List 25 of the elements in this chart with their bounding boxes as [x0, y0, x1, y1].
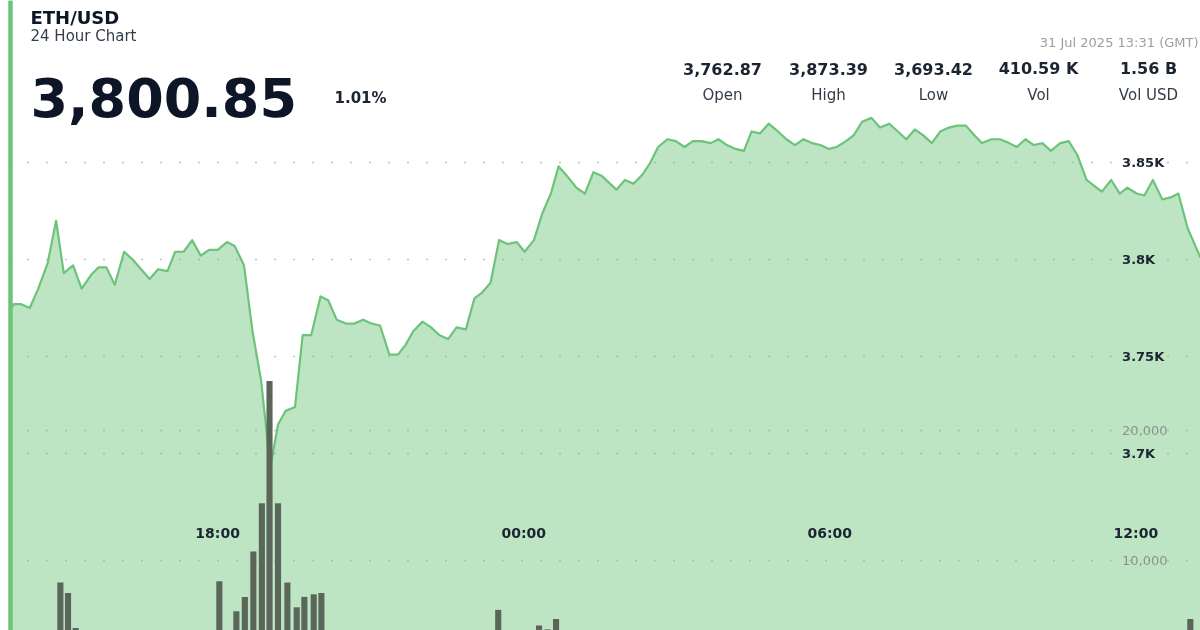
annotation: Low	[918, 85, 949, 104]
x-tick-label: 00:00	[501, 524, 547, 541]
annotation: 1.01%	[334, 88, 387, 107]
annotation: 1.56 B	[1119, 59, 1178, 78]
annotation: 410.59 K	[998, 59, 1079, 78]
annotation: 3,693.42	[894, 59, 973, 79]
annotation: 31 Jul 2025 13:31 (GMT)	[1039, 35, 1199, 50]
y2-tick-label: 10,000	[1122, 553, 1168, 568]
x-tick-label: 06:00	[807, 524, 853, 541]
y-tick-label: 3.85K	[1122, 155, 1166, 171]
y-tick-label: 3.7K	[1122, 446, 1157, 462]
annotation: 3,873.39	[789, 59, 868, 79]
x-tick-label: 18:00	[195, 524, 241, 541]
y2-tick-label: 20,000	[1122, 423, 1168, 438]
text: 24 Hour Chart	[30, 26, 137, 45]
annotation: 3,800.85	[30, 67, 297, 130]
annotation: Vol	[1027, 85, 1050, 104]
x-tick-label: 12:00	[1113, 524, 1159, 541]
y-tick-label: 3.75K	[1122, 349, 1166, 365]
chart-title: ETH/USD	[30, 7, 120, 28]
annotation: 3,762.87	[683, 59, 762, 79]
annotation: High	[811, 85, 846, 104]
annotation: Vol USD	[1118, 85, 1179, 104]
annotation: Open	[702, 85, 743, 104]
y-tick-label: 3.8K	[1122, 252, 1157, 268]
